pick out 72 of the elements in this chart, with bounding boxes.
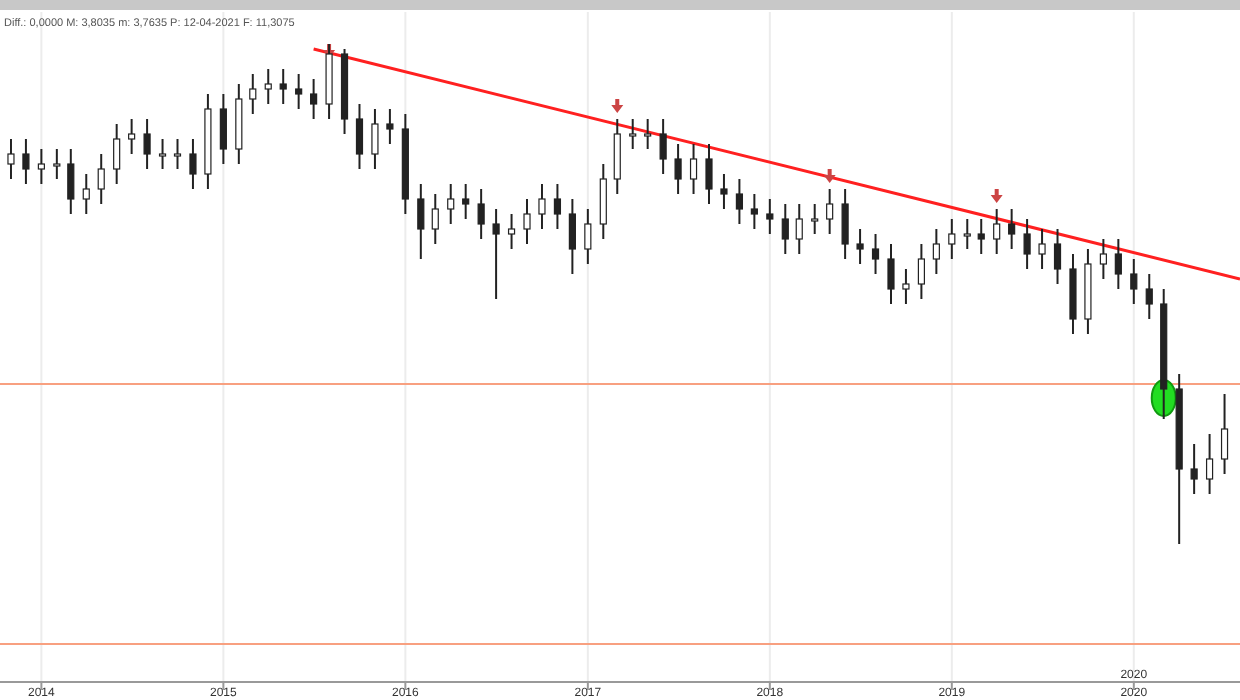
candlestick xyxy=(932,228,940,275)
candlestick xyxy=(189,138,197,190)
candlestick xyxy=(689,143,698,195)
candlestick xyxy=(584,208,592,265)
candlestick xyxy=(750,193,758,230)
candlestick xyxy=(659,118,667,175)
candlestick xyxy=(856,228,864,265)
candlestick xyxy=(53,148,61,180)
candlestick xyxy=(113,123,121,185)
candlestick xyxy=(1145,273,1153,320)
candlestick xyxy=(720,173,728,210)
candlestick xyxy=(1220,393,1229,475)
candlestick xyxy=(887,243,895,305)
candlestick xyxy=(735,178,744,225)
candlestick xyxy=(553,183,562,230)
candlestick xyxy=(705,143,713,205)
candlestick xyxy=(811,203,819,235)
candlestick xyxy=(1205,433,1214,495)
candlestick xyxy=(431,193,439,245)
candlestick xyxy=(644,118,652,150)
candlestick xyxy=(279,68,287,105)
candlestick xyxy=(841,188,849,260)
candlestick xyxy=(1190,443,1198,495)
candlestick xyxy=(568,198,576,275)
candlestick xyxy=(977,218,985,255)
candlestick xyxy=(22,138,30,185)
candlestick xyxy=(795,203,803,255)
candlestick xyxy=(781,203,789,255)
candlestick xyxy=(1099,238,1107,280)
candlestick xyxy=(310,78,318,120)
candlestick xyxy=(82,173,90,215)
candlestick xyxy=(629,118,637,150)
candlestick xyxy=(1038,228,1046,270)
candlestick xyxy=(993,208,1001,255)
candlestick xyxy=(507,213,516,250)
candlestick xyxy=(477,188,485,240)
candlestick xyxy=(447,183,455,225)
candlestick xyxy=(948,218,956,260)
candlestick xyxy=(173,138,182,170)
candlestick xyxy=(417,183,425,260)
candlestick xyxy=(1114,238,1122,290)
candlestick xyxy=(871,233,880,275)
candlestick xyxy=(386,108,394,145)
candlestick xyxy=(1053,228,1062,285)
candlestick xyxy=(67,148,75,215)
candlestick xyxy=(613,118,621,195)
candlestick xyxy=(1008,208,1016,250)
candlestick xyxy=(917,243,925,300)
candlestick xyxy=(143,118,151,170)
candlestick xyxy=(766,198,774,235)
candlestick xyxy=(249,73,257,115)
candlestick xyxy=(158,138,167,170)
candlestick xyxy=(355,103,364,170)
candlestick xyxy=(492,208,500,300)
candlestick xyxy=(826,188,834,235)
candlestick xyxy=(97,153,105,205)
candlestick xyxy=(7,138,15,180)
candlestick xyxy=(219,93,227,165)
candlestick xyxy=(1130,258,1138,305)
candlestick xyxy=(128,118,136,155)
candlestick xyxy=(295,73,303,110)
candlestick xyxy=(371,108,379,170)
candlestick xyxy=(599,163,607,240)
candlestick xyxy=(37,148,45,185)
candlestick xyxy=(902,268,910,305)
candlestick xyxy=(674,143,682,195)
candlestick xyxy=(523,198,531,245)
candlestick xyxy=(963,218,971,250)
candlestick xyxy=(538,183,546,230)
candlestick xyxy=(462,183,470,220)
candlestick xyxy=(264,68,272,105)
candlestick xyxy=(1023,218,1031,270)
